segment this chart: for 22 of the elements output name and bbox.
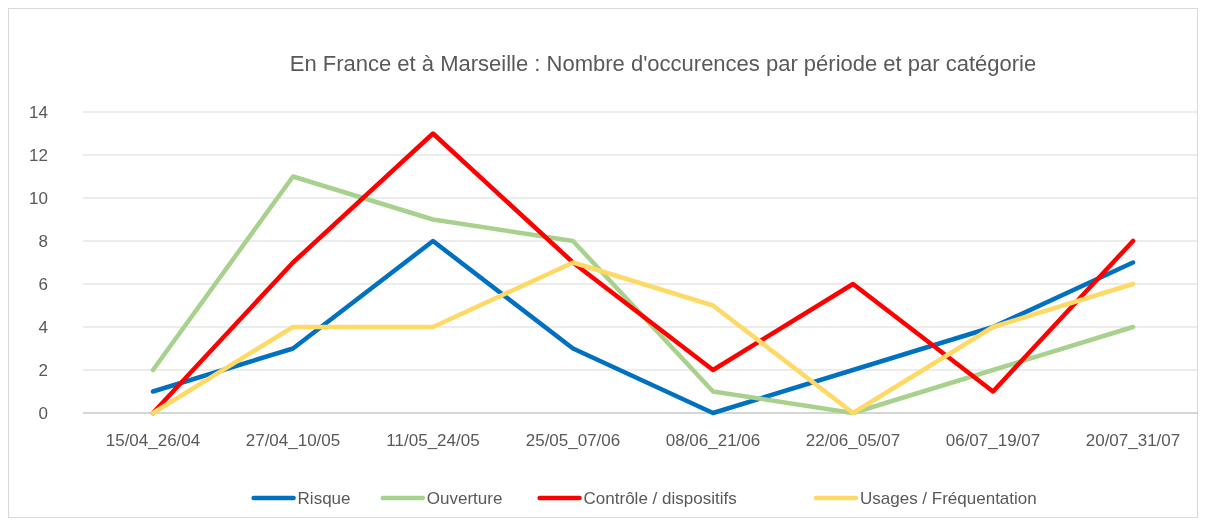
x-tick-label: 08/06_21/06 — [665, 431, 761, 450]
y-tick-label: 4 — [38, 317, 48, 337]
line-series — [150, 174, 1136, 416]
x-tick-label: 06/07_19/07 — [945, 431, 1041, 450]
y-tick-label: 8 — [38, 231, 48, 251]
legend-label: Risque — [297, 488, 351, 508]
y-tick-label: 12 — [29, 145, 48, 165]
x-tick-label: 22/06_05/07 — [805, 431, 901, 450]
x-tick-label: 20/07_31/07 — [1085, 431, 1181, 450]
x-tick-label: 11/05_24/05 — [386, 431, 480, 450]
x-tick-label: 27/04_10/05 — [245, 431, 341, 450]
y-tick-label: 2 — [38, 360, 48, 380]
x-tick-label: 15/04_26/04 — [105, 431, 201, 450]
legend-label: Contrôle / dispositifs — [583, 488, 737, 508]
legend-label: Usages / Fréquentation — [860, 488, 1037, 508]
y-tick-label: 6 — [38, 274, 48, 294]
chart-title: En France et à Marseille : Nombre d'occurences par période et par catégorie — [289, 51, 1037, 76]
y-tick-label: 0 — [38, 403, 48, 423]
x-tick-label: 25/05_07/06 — [525, 431, 621, 450]
y-tick-label: 14 — [29, 102, 48, 122]
legend-label: Ouverture — [426, 488, 503, 508]
y-tick-label: 10 — [29, 188, 48, 208]
